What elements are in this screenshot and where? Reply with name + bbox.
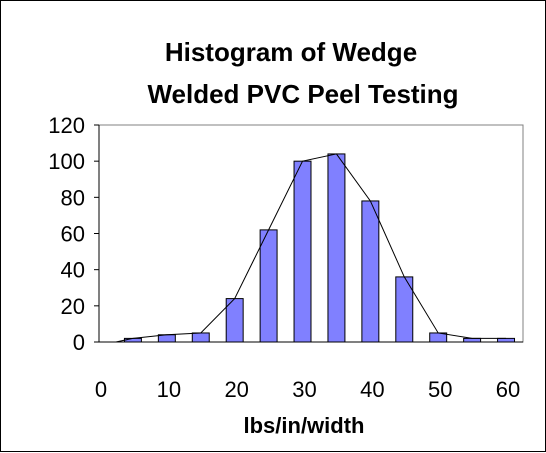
x-tick-label: 20 [224,377,248,402]
x-axis-title: lbs/in/width [244,413,365,438]
bar [123,337,142,343]
bar [191,332,210,343]
bar [361,200,380,343]
y-tick-label: 120 [48,113,85,138]
y-tick-labels: 0 20 40 60 80 100 120 [48,113,85,355]
bar [259,229,278,343]
axes [94,124,523,343]
x-tick-label: 0 [95,377,107,402]
bar [327,153,346,343]
y-tick-label: 60 [61,222,85,247]
chart-title-line-2: Welded PVC Peel Testing [147,79,458,109]
x-tick-label: 30 [292,377,316,402]
chart-title-line-1: Histogram of Wedge [165,37,417,67]
y-tick-label: 40 [61,258,85,283]
y-tick-label: 100 [48,149,85,174]
bar [293,160,312,343]
x-tick-labels: 0 10 20 30 40 50 60 [95,377,520,402]
x-tick-label: 10 [157,377,181,402]
frequency-polygon-line [115,153,507,343]
bar [497,337,516,343]
y-tick-label: 80 [61,185,85,210]
y-tick-label: 20 [61,294,85,319]
bar [463,337,482,343]
x-tick-label: 40 [360,377,384,402]
x-tick-label: 60 [496,377,520,402]
bars-layer [123,153,516,343]
x-tick-label: 50 [428,377,452,402]
y-tick-label: 0 [73,330,85,355]
